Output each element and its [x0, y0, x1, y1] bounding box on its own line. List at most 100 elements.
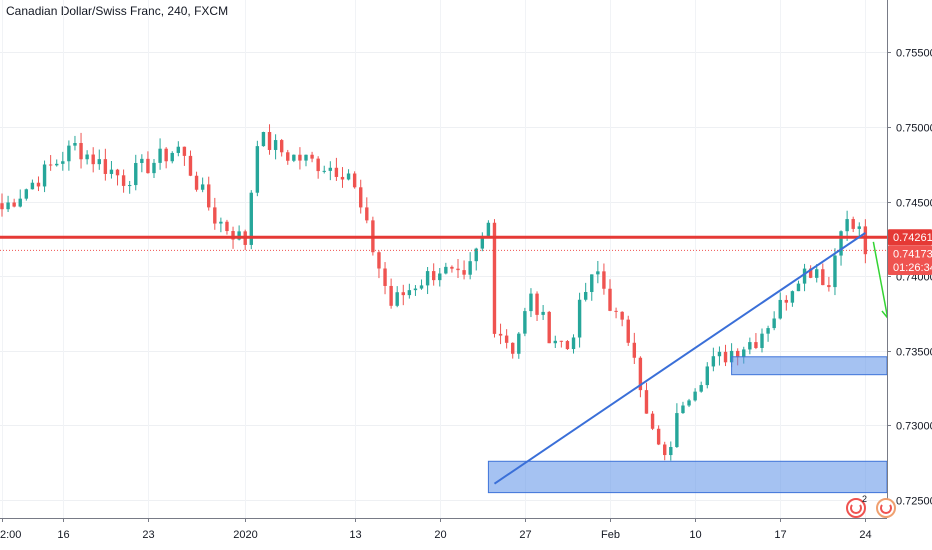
time-tick-label: 17 — [774, 529, 786, 541]
candle-up — [419, 279, 424, 290]
price-flag: 0.74173 — [888, 245, 932, 262]
candle-down — [456, 259, 460, 278]
candle-body — [48, 164, 53, 166]
candle-down — [851, 216, 855, 233]
candle-up — [158, 138, 162, 170]
candle-up — [73, 135, 77, 151]
candle-body — [413, 288, 418, 291]
candle-up — [55, 159, 59, 167]
candle-body — [310, 154, 314, 159]
candle-body — [681, 405, 685, 414]
candle-body — [255, 146, 260, 193]
candle-up — [328, 161, 333, 181]
candle-up — [529, 288, 533, 318]
candle-up — [273, 134, 278, 160]
candle-body — [772, 318, 776, 329]
candle-down — [620, 311, 624, 327]
candle-body — [377, 252, 381, 269]
price-flag-bg — [888, 245, 932, 262]
candle-up — [109, 160, 114, 179]
candle-body — [103, 159, 108, 174]
candle-body — [146, 158, 150, 174]
candle-body — [827, 285, 831, 288]
candle-body — [687, 400, 691, 406]
candle-up — [67, 140, 71, 171]
event-flag-icon[interactable]: 2 — [846, 494, 867, 518]
candle-up — [571, 334, 576, 354]
candle-up — [705, 362, 709, 389]
candle-body — [693, 391, 697, 401]
candle-up — [6, 195, 10, 212]
candle-body — [194, 175, 199, 190]
price-flag-bg — [888, 229, 932, 246]
candle-up — [346, 169, 351, 181]
price-flag: 01:26:34 — [888, 259, 932, 275]
candle-body — [219, 221, 223, 224]
candle-body — [152, 162, 156, 174]
time-tick-label: 24 — [859, 529, 871, 541]
candle-down — [243, 229, 247, 250]
candle-body — [395, 292, 399, 306]
candle-body — [261, 132, 266, 147]
price-flag-label: 0.74173 — [893, 248, 932, 260]
candle-up — [815, 264, 819, 283]
candle-body — [699, 385, 703, 392]
candle-body — [79, 143, 83, 160]
time-axis[interactable]: 2:00 16 23 2020 13 20 27 Feb 10 17 24 — [0, 518, 887, 541]
candle-body — [164, 148, 168, 162]
candle-down — [0, 193, 4, 217]
candle-body — [431, 271, 436, 281]
candle-down — [638, 356, 643, 398]
candle-down — [352, 171, 357, 189]
grid-lines — [0, 0, 887, 518]
price-tick-label: 0.75000 — [896, 123, 932, 135]
candle-body — [286, 152, 290, 161]
candle-up — [669, 441, 673, 461]
candle-down — [121, 169, 126, 193]
candle-body — [213, 207, 217, 224]
candle-up — [596, 260, 600, 284]
candle-body — [596, 271, 600, 275]
candle-body — [614, 310, 618, 312]
candle-body — [705, 366, 709, 386]
candle-body — [638, 357, 643, 391]
candle-body — [857, 226, 861, 229]
candle-body — [109, 169, 114, 174]
demand-zone — [487, 460, 888, 494]
candle-down — [608, 279, 612, 312]
candle-body — [735, 350, 740, 358]
candle-up — [395, 286, 399, 308]
candle-body — [717, 351, 722, 357]
candle-body — [808, 268, 813, 278]
candle-body — [134, 162, 138, 186]
candle-up — [200, 177, 205, 193]
candle-down — [644, 382, 649, 414]
candle-down — [225, 219, 229, 235]
candle-body — [383, 268, 387, 286]
candle-up — [517, 331, 521, 359]
candle-body — [18, 198, 22, 207]
candle-down — [559, 340, 564, 348]
candle-down — [547, 310, 551, 344]
candle-body — [182, 146, 187, 156]
event-flag-icon-2[interactable] — [876, 498, 896, 518]
candle-body — [127, 185, 132, 187]
candle-body — [36, 182, 41, 187]
candle-up — [304, 154, 308, 167]
candle-body — [778, 299, 782, 319]
candle-up — [292, 154, 296, 163]
candle-body — [61, 161, 65, 164]
candle-body — [407, 290, 412, 296]
candle-body — [784, 299, 789, 303]
candle-up — [425, 267, 430, 295]
candle-down — [535, 291, 539, 322]
candle-up — [85, 150, 89, 165]
candle-body — [176, 146, 181, 153]
candle-up — [772, 311, 776, 331]
candle-body — [650, 413, 655, 429]
candle-body — [140, 158, 144, 163]
candle-body — [498, 333, 503, 336]
event-icons[interactable]: 2 — [846, 494, 896, 518]
time-tick-label: 2020 — [233, 529, 257, 541]
